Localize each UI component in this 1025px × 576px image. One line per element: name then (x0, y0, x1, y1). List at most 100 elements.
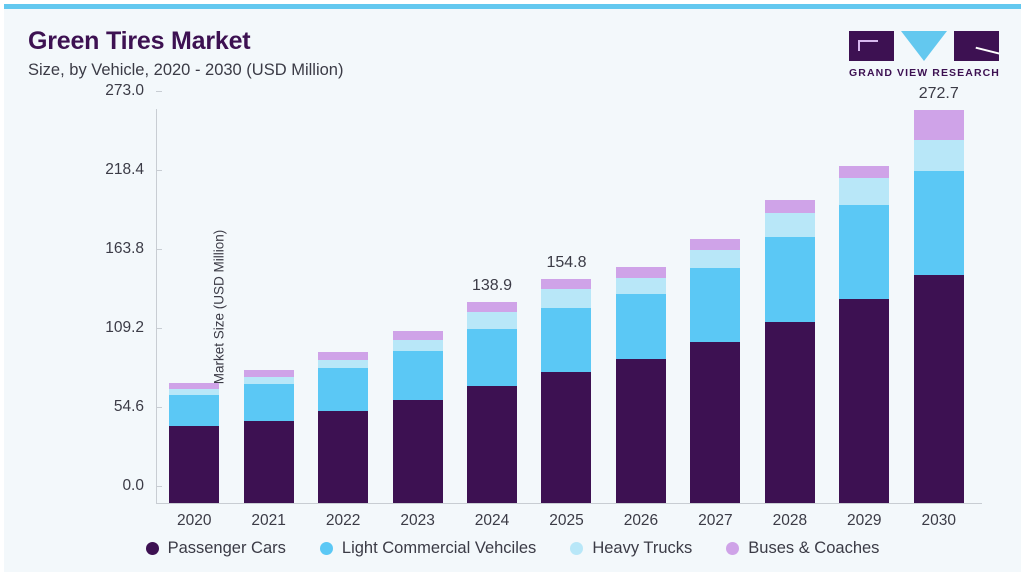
x-axis-tick-label: 2029 (847, 512, 882, 529)
bar-segment[interactable] (764, 213, 815, 238)
bar-segment[interactable] (392, 339, 443, 351)
y-axis-tick-mark (156, 249, 162, 250)
x-axis-tick-label: 2028 (772, 512, 808, 529)
bar-segment[interactable] (913, 274, 964, 503)
y-axis-tick-label: 0.0 (122, 477, 144, 494)
logo-text: GRAND VIEW RESEARCH (849, 67, 1000, 79)
logo-r-stroke (975, 46, 999, 55)
x-axis-tick-label: 2030 (921, 512, 956, 529)
stacked-bar[interactable]: 154.8 (541, 254, 592, 503)
bar-segment[interactable] (541, 372, 592, 503)
bar-segment[interactable] (243, 376, 294, 384)
bar-segment[interactable] (243, 383, 294, 422)
legend-swatch-icon (319, 542, 333, 555)
bar-segment[interactable] (690, 239, 741, 251)
bar-segment[interactable] (541, 308, 592, 373)
x-axis-tick-label: 2021 (251, 512, 286, 529)
bar-total-label: 154.8 (546, 254, 587, 272)
x-axis-tick-label: 2023 (400, 512, 435, 529)
bar-segment[interactable] (615, 359, 666, 503)
chart-header: Green Tires Market Size, by Vehicle, 202… (28, 27, 343, 80)
stacked-bar[interactable] (318, 352, 369, 503)
bar-segment[interactable] (467, 328, 518, 386)
y-axis-tick-mark (156, 407, 162, 408)
bar-segment[interactable] (169, 425, 220, 503)
bar-slot: 2027 (678, 109, 752, 529)
bar-segment[interactable] (615, 293, 666, 360)
bar-segment[interactable] (839, 177, 890, 205)
bar-segment[interactable] (318, 352, 369, 360)
bar-segment[interactable] (839, 165, 890, 178)
x-axis-tick-label: 2022 (325, 512, 361, 529)
stacked-bar[interactable]: 272.7 (913, 85, 964, 503)
bar-segment[interactable] (690, 250, 741, 268)
y-axis-tick-label: 54.6 (113, 398, 144, 415)
brand-logo: GRAND VIEW RESEARCH (849, 31, 999, 79)
bar-segment[interactable] (690, 342, 741, 503)
logo-g-stroke (858, 40, 878, 51)
y-axis-tick-label: 273.0 (105, 82, 144, 99)
legend-item-label: Light Commercial Vehciles (341, 539, 537, 557)
stacked-bar[interactable] (690, 239, 741, 503)
chart-canvas: Green Tires Market Size, by Vehicle, 202… (4, 4, 1021, 572)
bar-segment[interactable] (243, 370, 294, 377)
stacked-bar[interactable] (243, 370, 294, 503)
bar-segment[interactable] (913, 109, 964, 141)
bar-segment[interactable] (913, 170, 964, 275)
stacked-bar[interactable] (169, 382, 220, 503)
bar-segment[interactable] (169, 394, 220, 426)
stacked-bar[interactable] (839, 165, 890, 503)
bar-segment[interactable] (913, 140, 964, 171)
stacked-bar[interactable]: 138.9 (467, 277, 518, 503)
logo-triangle-icon (901, 31, 947, 61)
stacked-bar[interactable] (615, 267, 666, 503)
bar-segment[interactable] (467, 385, 518, 503)
bar-segment[interactable] (169, 382, 220, 389)
bar-slot: 2026 (604, 109, 678, 529)
y-axis-tick-mark (156, 328, 162, 329)
bar-segment[interactable] (392, 350, 443, 400)
bar-total-label: 272.7 (918, 84, 959, 102)
bar-segment[interactable] (392, 399, 443, 503)
bar-segment[interactable] (318, 359, 369, 369)
legend-item[interactable]: Light Commercial Vehciles (319, 539, 537, 558)
x-axis-tick-label: 2024 (474, 512, 510, 529)
bar-segment[interactable] (243, 421, 294, 503)
bar-segment[interactable] (392, 331, 443, 340)
bar-slot: 2023 (380, 109, 454, 529)
bar-segment[interactable] (615, 277, 666, 294)
legend-swatch-icon (570, 542, 584, 555)
x-axis-line (156, 503, 982, 504)
stacked-bar[interactable] (764, 199, 815, 503)
page-subtitle: Size, by Vehicle, 2020 - 2030 (USD Milli… (28, 61, 344, 79)
logo-g-icon (849, 31, 894, 61)
bar-segment[interactable] (541, 289, 592, 309)
bar-segment[interactable] (764, 322, 815, 503)
bar-segment[interactable] (690, 267, 741, 343)
y-axis-tick: 163.8 (105, 240, 162, 258)
bar-segment[interactable] (764, 237, 815, 323)
bar-segment[interactable] (467, 302, 518, 313)
legend-item-label: Passenger Cars (167, 539, 286, 557)
y-axis-tick-label: 163.8 (105, 240, 144, 257)
legend-item-label: Heavy Trucks (592, 539, 693, 557)
bar-segment[interactable] (467, 312, 518, 329)
bar-segment[interactable] (318, 368, 369, 411)
legend-item[interactable]: Heavy Trucks (570, 539, 692, 558)
bar-segment[interactable] (764, 199, 815, 214)
logo-marks (849, 31, 999, 61)
legend-item[interactable]: Passenger Cars (145, 539, 286, 558)
bar-segment[interactable] (169, 388, 220, 395)
bar-segment[interactable] (839, 204, 890, 299)
bar-segment[interactable] (839, 299, 890, 503)
bar-segment[interactable] (541, 279, 592, 290)
y-axis-line (156, 109, 157, 504)
legend-swatch-icon (145, 542, 159, 555)
stacked-bar[interactable] (392, 331, 443, 503)
bar-slot: 272.7 2030 (902, 85, 976, 529)
bar-segment[interactable] (615, 267, 666, 278)
x-axis-tick-label: 2026 (623, 512, 659, 529)
bar-segment[interactable] (318, 410, 369, 503)
legend-item[interactable]: Buses & Coaches (726, 539, 879, 558)
